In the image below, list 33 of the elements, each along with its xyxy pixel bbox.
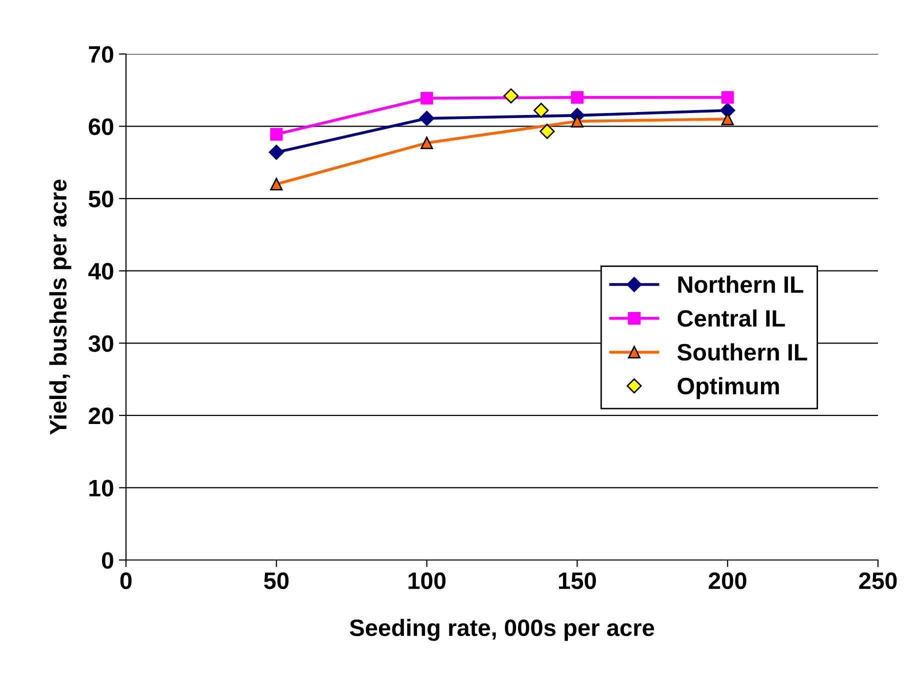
- point: [268, 144, 284, 160]
- x-tick-label: 150: [558, 572, 596, 590]
- y-tick-label: 10: [89, 480, 114, 496]
- y-tick-label: 70: [88, 46, 114, 63]
- legend-label: Southern IL: [677, 343, 808, 361]
- x-tick-label: 100: [408, 572, 446, 590]
- point: [534, 102, 549, 118]
- x-axis-title: Seeding rate, 000s per acre: [350, 618, 654, 641]
- x-tick-label: 0: [120, 572, 132, 590]
- point: [540, 124, 555, 139]
- y-axis-title: Yield, bushels per acre: [49, 180, 72, 435]
- legend-label: Northern IL: [678, 276, 804, 293]
- y-tick-label: 50: [88, 190, 114, 208]
- y-tick-label: 40: [88, 262, 114, 280]
- x-tick-label: 200: [708, 572, 746, 590]
- y-tick-label: 60: [88, 118, 114, 136]
- point: [570, 114, 584, 128]
- point: [270, 128, 283, 140]
- point: [419, 110, 434, 126]
- point: [721, 112, 734, 126]
- legend-label: Central IL: [678, 309, 785, 327]
- x-tick-label: 50: [264, 572, 289, 590]
- y-tick-label: 30: [88, 335, 114, 352]
- y-tick-label: 20: [88, 407, 114, 424]
- point: [420, 136, 434, 150]
- x-tick-label: 250: [859, 572, 897, 590]
- point: [503, 88, 519, 104]
- point: [420, 92, 434, 104]
- y-tick-label: 0: [102, 552, 114, 569]
- point: [270, 178, 283, 190]
- legend-label: Optimum: [678, 377, 779, 400]
- point: [570, 91, 584, 104]
- point: [721, 91, 734, 104]
